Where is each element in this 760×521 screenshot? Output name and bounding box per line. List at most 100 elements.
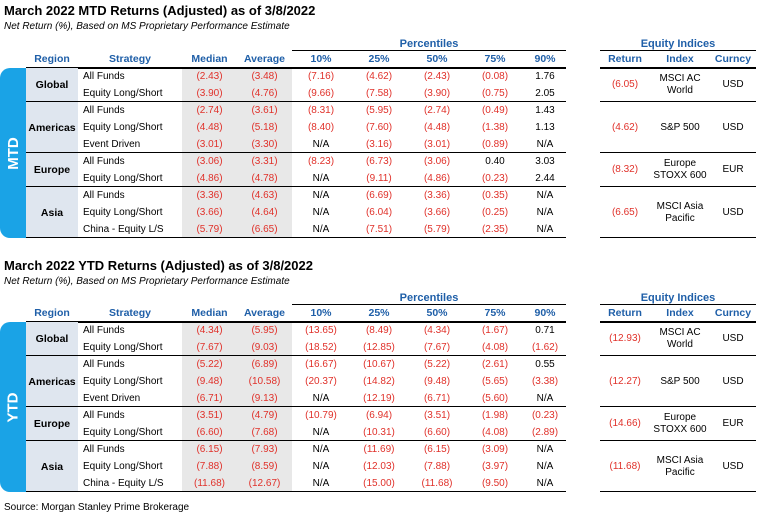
strategy-cell: Equity Long/Short	[83, 461, 163, 472]
mtd-region-divider	[26, 237, 566, 238]
table-row: All Funds (3.06) (3.31) (8.23) (6.73) (3.06) 0…	[0, 153, 566, 170]
index-return-cell: (12.27)	[609, 375, 641, 387]
value-cell: (20.37)	[305, 376, 337, 387]
value-cell: (11.68)	[194, 478, 225, 489]
value-cell: (5.18)	[251, 122, 278, 133]
value-cell: (0.25)	[481, 207, 509, 218]
value-cell: (3.06)	[196, 156, 223, 167]
mtd-table-top-border	[26, 67, 566, 69]
table-row: Event Driven (6.71) (9.13) N/A (12.19) (6.71)…	[0, 390, 566, 407]
value-cell: N/A	[312, 427, 330, 438]
table-row: All Funds (5.22) (6.89) (16.67) (10.67) (5.22…	[0, 356, 566, 373]
mtd-col-header: 25%	[368, 53, 390, 65]
value-cell: (7.67)	[196, 342, 223, 353]
strategy-cell: All Funds	[83, 156, 125, 167]
mtd-indices-label: Equity Indices	[640, 38, 716, 50]
value-cell: (4.63)	[251, 190, 278, 201]
value-cell: (1.98)	[481, 410, 509, 421]
value-cell: (14.82)	[363, 376, 395, 387]
value-cell: (18.52)	[305, 342, 337, 353]
strategy-cell: All Funds	[83, 410, 125, 421]
ytd-col-header: Median	[191, 307, 228, 319]
mtd-percentiles-underline	[292, 50, 566, 51]
value-cell: N/A	[536, 461, 554, 472]
ytd-side-tab: YTD	[0, 322, 26, 492]
value-cell: (6.60)	[196, 427, 223, 438]
value-cell: (4.64)	[251, 207, 278, 218]
mtd-index-divider	[600, 186, 756, 187]
value-cell: (2.89)	[531, 427, 559, 438]
table-row: Equity Long/Short (7.67) (9.03) (18.52) (12.…	[0, 339, 566, 356]
table-row: Event Driven (3.01) (3.30) N/A (3.16) (3.01) (…	[0, 136, 566, 153]
value-cell: (7.51)	[365, 224, 393, 235]
value-cell: (7.60)	[365, 122, 393, 133]
mtd-index-divider	[600, 237, 756, 238]
value-cell: (5.95)	[251, 325, 278, 336]
value-cell: (6.60)	[423, 427, 451, 438]
strategy-cell: China - Equity L/S	[83, 224, 164, 235]
value-cell: (10.58)	[248, 376, 281, 387]
value-cell: N/A	[312, 173, 330, 184]
index-name-cell: Europe STOXX 600	[653, 158, 707, 181]
ytd-col-header: 90%	[534, 307, 556, 319]
mtd-region-europe: Europe	[26, 153, 78, 187]
value-cell: (3.31)	[251, 156, 278, 167]
mtd-header-row: Region Strategy Median Average 10% 25% 50% 75% 9…	[0, 51, 566, 68]
strategy-cell: All Funds	[83, 71, 125, 82]
mtd-col-header: 75%	[484, 53, 506, 65]
ytd-region-divider	[26, 440, 566, 441]
value-cell: (0.89)	[481, 139, 509, 150]
strategy-cell: All Funds	[83, 359, 125, 370]
ytd-col-header: Region	[34, 307, 70, 319]
value-cell: N/A	[312, 478, 330, 489]
strategy-cell: All Funds	[83, 325, 125, 336]
ytd-index-col-header: Return	[608, 307, 642, 319]
value-cell: N/A	[312, 461, 330, 472]
index-return-cell: (12.93)	[609, 333, 641, 344]
ytd-col-header: Average	[243, 307, 286, 319]
table-row: All Funds (3.36) (4.63) N/A (6.69) (3.36) (0.3…	[0, 187, 566, 204]
strategy-cell: Equity Long/Short	[83, 173, 163, 184]
value-cell: (4.62)	[365, 71, 393, 82]
mtd-region-divider	[26, 101, 566, 102]
index-name-cell: Europe STOXX 600	[653, 412, 707, 435]
strategy-cell: All Funds	[83, 190, 125, 201]
value-cell: (7.58)	[365, 88, 393, 99]
value-cell: (8.49)	[365, 325, 393, 336]
value-cell: (7.16)	[307, 71, 335, 82]
mtd-side-tab: MTD	[0, 68, 26, 238]
value-cell: (1.67)	[481, 325, 509, 336]
value-cell: (1.62)	[531, 342, 559, 353]
value-cell: (11.68)	[421, 478, 453, 489]
strategy-cell: Equity Long/Short	[83, 427, 163, 438]
value-cell: (6.69)	[365, 190, 393, 201]
ytd-region-europe: Europe	[26, 407, 78, 441]
value-cell: (4.34)	[196, 325, 223, 336]
strategy-cell: Equity Long/Short	[83, 376, 163, 387]
ytd-indices-top-border	[600, 321, 756, 323]
ytd-table-top-border	[26, 321, 566, 323]
strategy-cell: Event Driven	[83, 393, 141, 404]
value-cell: (5.22)	[423, 359, 451, 370]
value-cell: (9.48)	[196, 376, 223, 387]
strategy-cell: Equity Long/Short	[83, 88, 163, 99]
value-cell: (16.67)	[305, 359, 337, 370]
value-cell: (2.43)	[196, 71, 223, 82]
value-cell: (0.08)	[481, 71, 509, 82]
value-cell: (3.09)	[481, 444, 509, 455]
value-cell: (12.03)	[363, 461, 395, 472]
value-cell: (3.90)	[196, 88, 223, 99]
value-cell: (9.50)	[481, 478, 509, 489]
mtd-col-header: 10%	[310, 53, 332, 65]
mtd-index-col-header: Index	[666, 53, 694, 65]
table-row: Equity Long/Short (7.88) (8.59) N/A (12.03) (…	[0, 458, 566, 475]
strategy-cell: China - Equity L/S	[83, 478, 164, 489]
ytd-region-global: Global	[26, 322, 78, 356]
value-cell: (4.48)	[423, 122, 451, 133]
value-cell: 1.43	[535, 105, 555, 116]
value-cell: (9.66)	[307, 88, 335, 99]
value-cell: (2.35)	[481, 224, 509, 235]
value-cell: (6.71)	[423, 393, 451, 404]
value-cell: (4.08)	[481, 427, 509, 438]
ytd-percentiles-label: Percentiles	[399, 292, 459, 304]
